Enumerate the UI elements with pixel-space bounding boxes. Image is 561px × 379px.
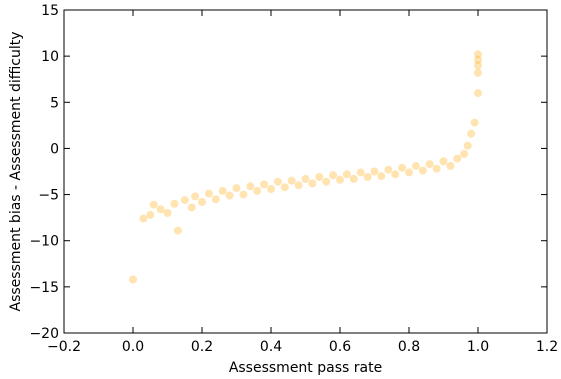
data-point — [370, 167, 379, 176]
data-point — [149, 200, 158, 209]
data-point — [260, 180, 269, 189]
data-point — [329, 171, 338, 180]
data-point — [474, 68, 482, 77]
data-point — [170, 199, 179, 208]
data-point — [425, 160, 434, 169]
y-axis-label: Assessment bias - Assessment difficulty — [8, 31, 24, 311]
data-point — [463, 141, 472, 150]
data-point — [180, 196, 189, 205]
data-point — [342, 170, 351, 179]
y-tick-label: −10 — [29, 234, 59, 250]
y-tick-label: 0 — [50, 141, 59, 157]
data-point — [218, 186, 227, 195]
data-point — [308, 179, 317, 188]
x-tick-label: 0.8 — [398, 339, 420, 355]
data-point — [356, 168, 365, 177]
data-point — [253, 186, 262, 195]
data-point — [315, 173, 324, 181]
axis-ticks: −0.2 0.0 0.2 0.4 0.6 0.8 1.0 1.2 −20 −15 −10 −5 0 5 10… — [29, 3, 558, 355]
x-tick-label: 0.2 — [191, 339, 213, 355]
data-point — [411, 162, 420, 170]
data-point — [294, 181, 303, 190]
plot-frame — [63, 9, 548, 334]
data-point — [418, 166, 427, 175]
data-point — [460, 150, 469, 158]
data-point — [474, 55, 482, 64]
data-point — [191, 192, 200, 201]
data-point — [173, 226, 182, 235]
x-tick-label: 0.4 — [260, 339, 282, 355]
y-tick-label: 10 — [41, 49, 59, 65]
x-axis-label: Assessment pass rate — [229, 360, 382, 376]
data-point — [349, 174, 358, 183]
data-point — [280, 183, 289, 192]
data-points — [129, 50, 482, 284]
data-point — [273, 177, 282, 186]
data-point — [129, 275, 137, 284]
data-point — [474, 89, 482, 98]
data-point — [287, 176, 296, 185]
data-point — [267, 185, 275, 193]
data-point — [225, 191, 234, 200]
data-point — [239, 190, 248, 199]
x-tick-label: −0.2 — [47, 339, 81, 355]
data-point — [246, 182, 255, 191]
x-tick-label: 0.0 — [122, 339, 144, 355]
data-point — [336, 175, 344, 184]
data-point — [446, 162, 455, 170]
y-tick-label: 5 — [50, 95, 59, 111]
data-point — [474, 61, 482, 70]
data-point — [398, 163, 407, 172]
data-point — [467, 129, 476, 138]
data-point — [163, 209, 172, 217]
data-point — [405, 168, 413, 177]
data-point — [322, 177, 331, 186]
x-tick-label: 1.2 — [536, 339, 558, 355]
data-point — [377, 172, 386, 181]
data-point — [211, 195, 220, 204]
data-point — [232, 184, 241, 193]
data-point — [432, 164, 441, 173]
data-point — [470, 118, 479, 127]
y-tick-label: −5 — [38, 188, 59, 204]
data-point — [198, 198, 206, 206]
data-point — [146, 210, 155, 219]
y-tick-label: −20 — [29, 326, 59, 342]
data-point — [453, 154, 462, 163]
y-tick-label: −15 — [29, 280, 59, 296]
data-point — [363, 173, 372, 181]
data-point — [384, 165, 393, 174]
data-point — [439, 157, 448, 166]
data-point — [156, 205, 165, 214]
data-point — [204, 189, 213, 198]
x-tick-label: 0.6 — [329, 339, 351, 355]
data-point — [301, 174, 310, 183]
data-point — [474, 50, 482, 59]
data-point — [139, 214, 148, 223]
y-tick-label: 15 — [41, 3, 59, 19]
data-point — [187, 203, 196, 212]
x-tick-label: 1.0 — [467, 339, 489, 355]
data-point — [391, 170, 400, 179]
